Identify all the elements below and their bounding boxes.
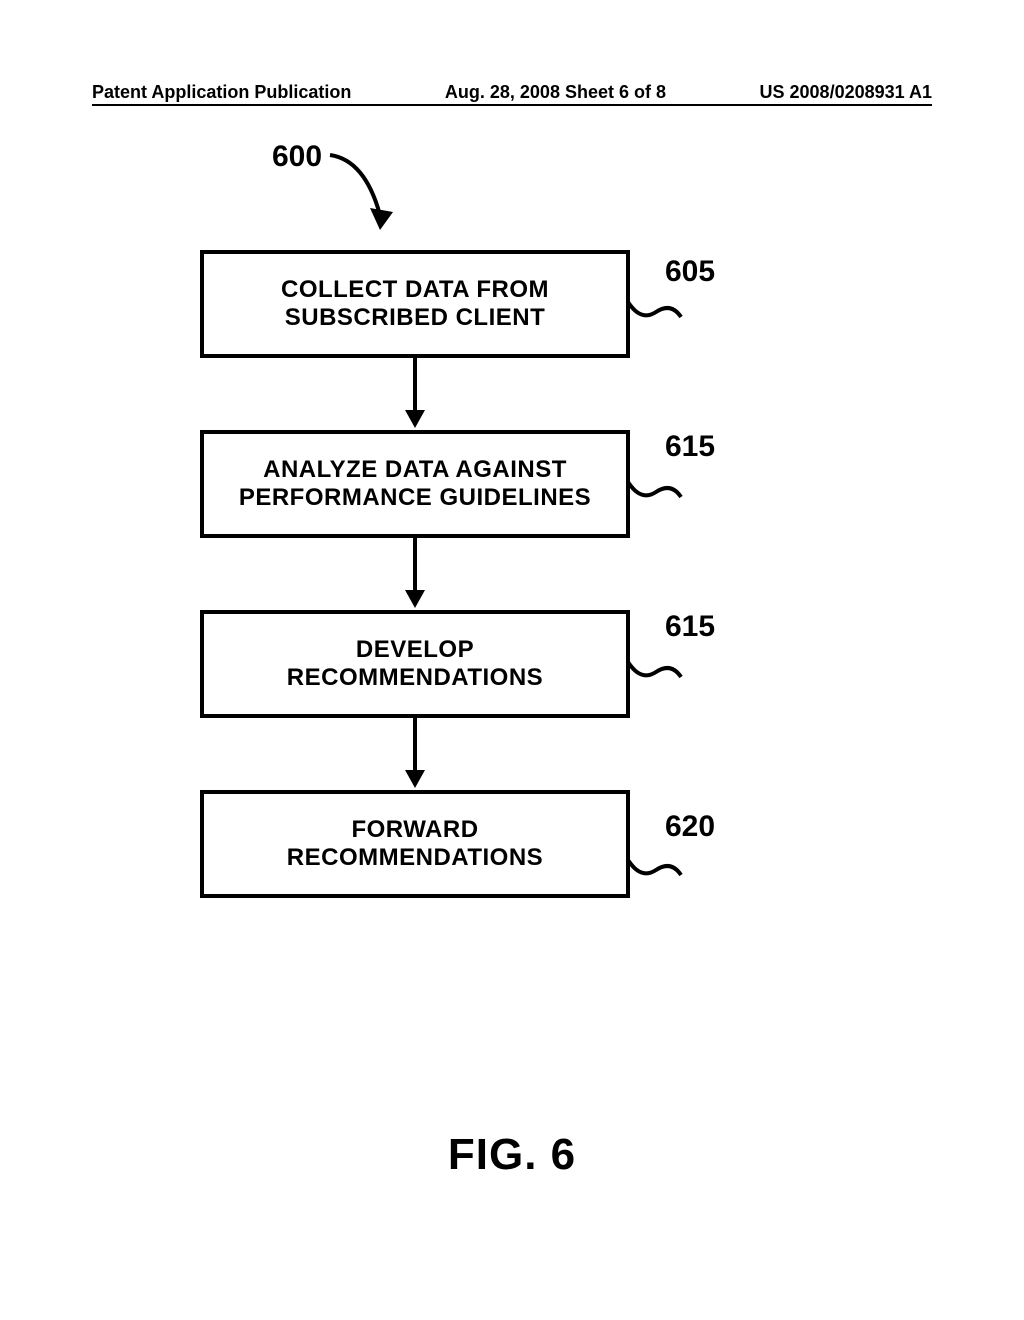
- flow-box-b615a: ANALYZE DATA AGAINSTPERFORMANCE GUIDELIN…: [200, 430, 630, 538]
- arrowhead-down-icon: [405, 770, 425, 788]
- ref-label-620-3: 620: [665, 810, 715, 844]
- box-text-line2: SUBSCRIBED CLIENT: [285, 304, 546, 332]
- ref-connector-icon: [626, 292, 686, 332]
- box-text-line1: COLLECT DATA FROM: [281, 276, 549, 304]
- header-center: Aug. 28, 2008 Sheet 6 of 8: [445, 82, 666, 103]
- flow-box-b605: COLLECT DATA FROMSUBSCRIBED CLIENT: [200, 250, 630, 358]
- ref-connector-icon: [626, 652, 686, 692]
- arrowhead-down-icon: [405, 590, 425, 608]
- box-text-line2: RECOMMENDATIONS: [287, 844, 543, 872]
- box-text-line2: PERFORMANCE GUIDELINES: [239, 484, 591, 512]
- ref-connector-icon: [626, 472, 686, 512]
- page-header: Patent Application Publication Aug. 28, …: [0, 82, 1024, 103]
- ref-label-605-0: 605: [665, 255, 715, 289]
- flow-arrow-line: [413, 358, 417, 410]
- flow-arrow-line: [413, 718, 417, 770]
- box-text-line1: ANALYZE DATA AGAINST: [263, 456, 567, 484]
- box-text-line1: DEVELOP: [356, 636, 474, 664]
- ref-label-600: 600: [272, 140, 322, 174]
- box-text-line2: RECOMMENDATIONS: [287, 664, 543, 692]
- flow-box-b615b: DEVELOPRECOMMENDATIONS: [200, 610, 630, 718]
- header-rule: [92, 104, 932, 106]
- arrowhead-down-icon: [405, 410, 425, 428]
- box-text-line1: FORWARD: [351, 816, 478, 844]
- ref-label-615-2: 615: [665, 610, 715, 644]
- header-right: US 2008/0208931 A1: [760, 82, 932, 103]
- curved-arrow-icon: [325, 140, 405, 240]
- flow-arrow-line: [413, 538, 417, 590]
- ref-connector-icon: [626, 850, 686, 890]
- header-left: Patent Application Publication: [92, 82, 351, 103]
- flow-box-b620: FORWARDRECOMMENDATIONS: [200, 790, 630, 898]
- figure-caption: FIG. 6: [0, 1130, 1024, 1180]
- ref-label-615-1: 615: [665, 430, 715, 464]
